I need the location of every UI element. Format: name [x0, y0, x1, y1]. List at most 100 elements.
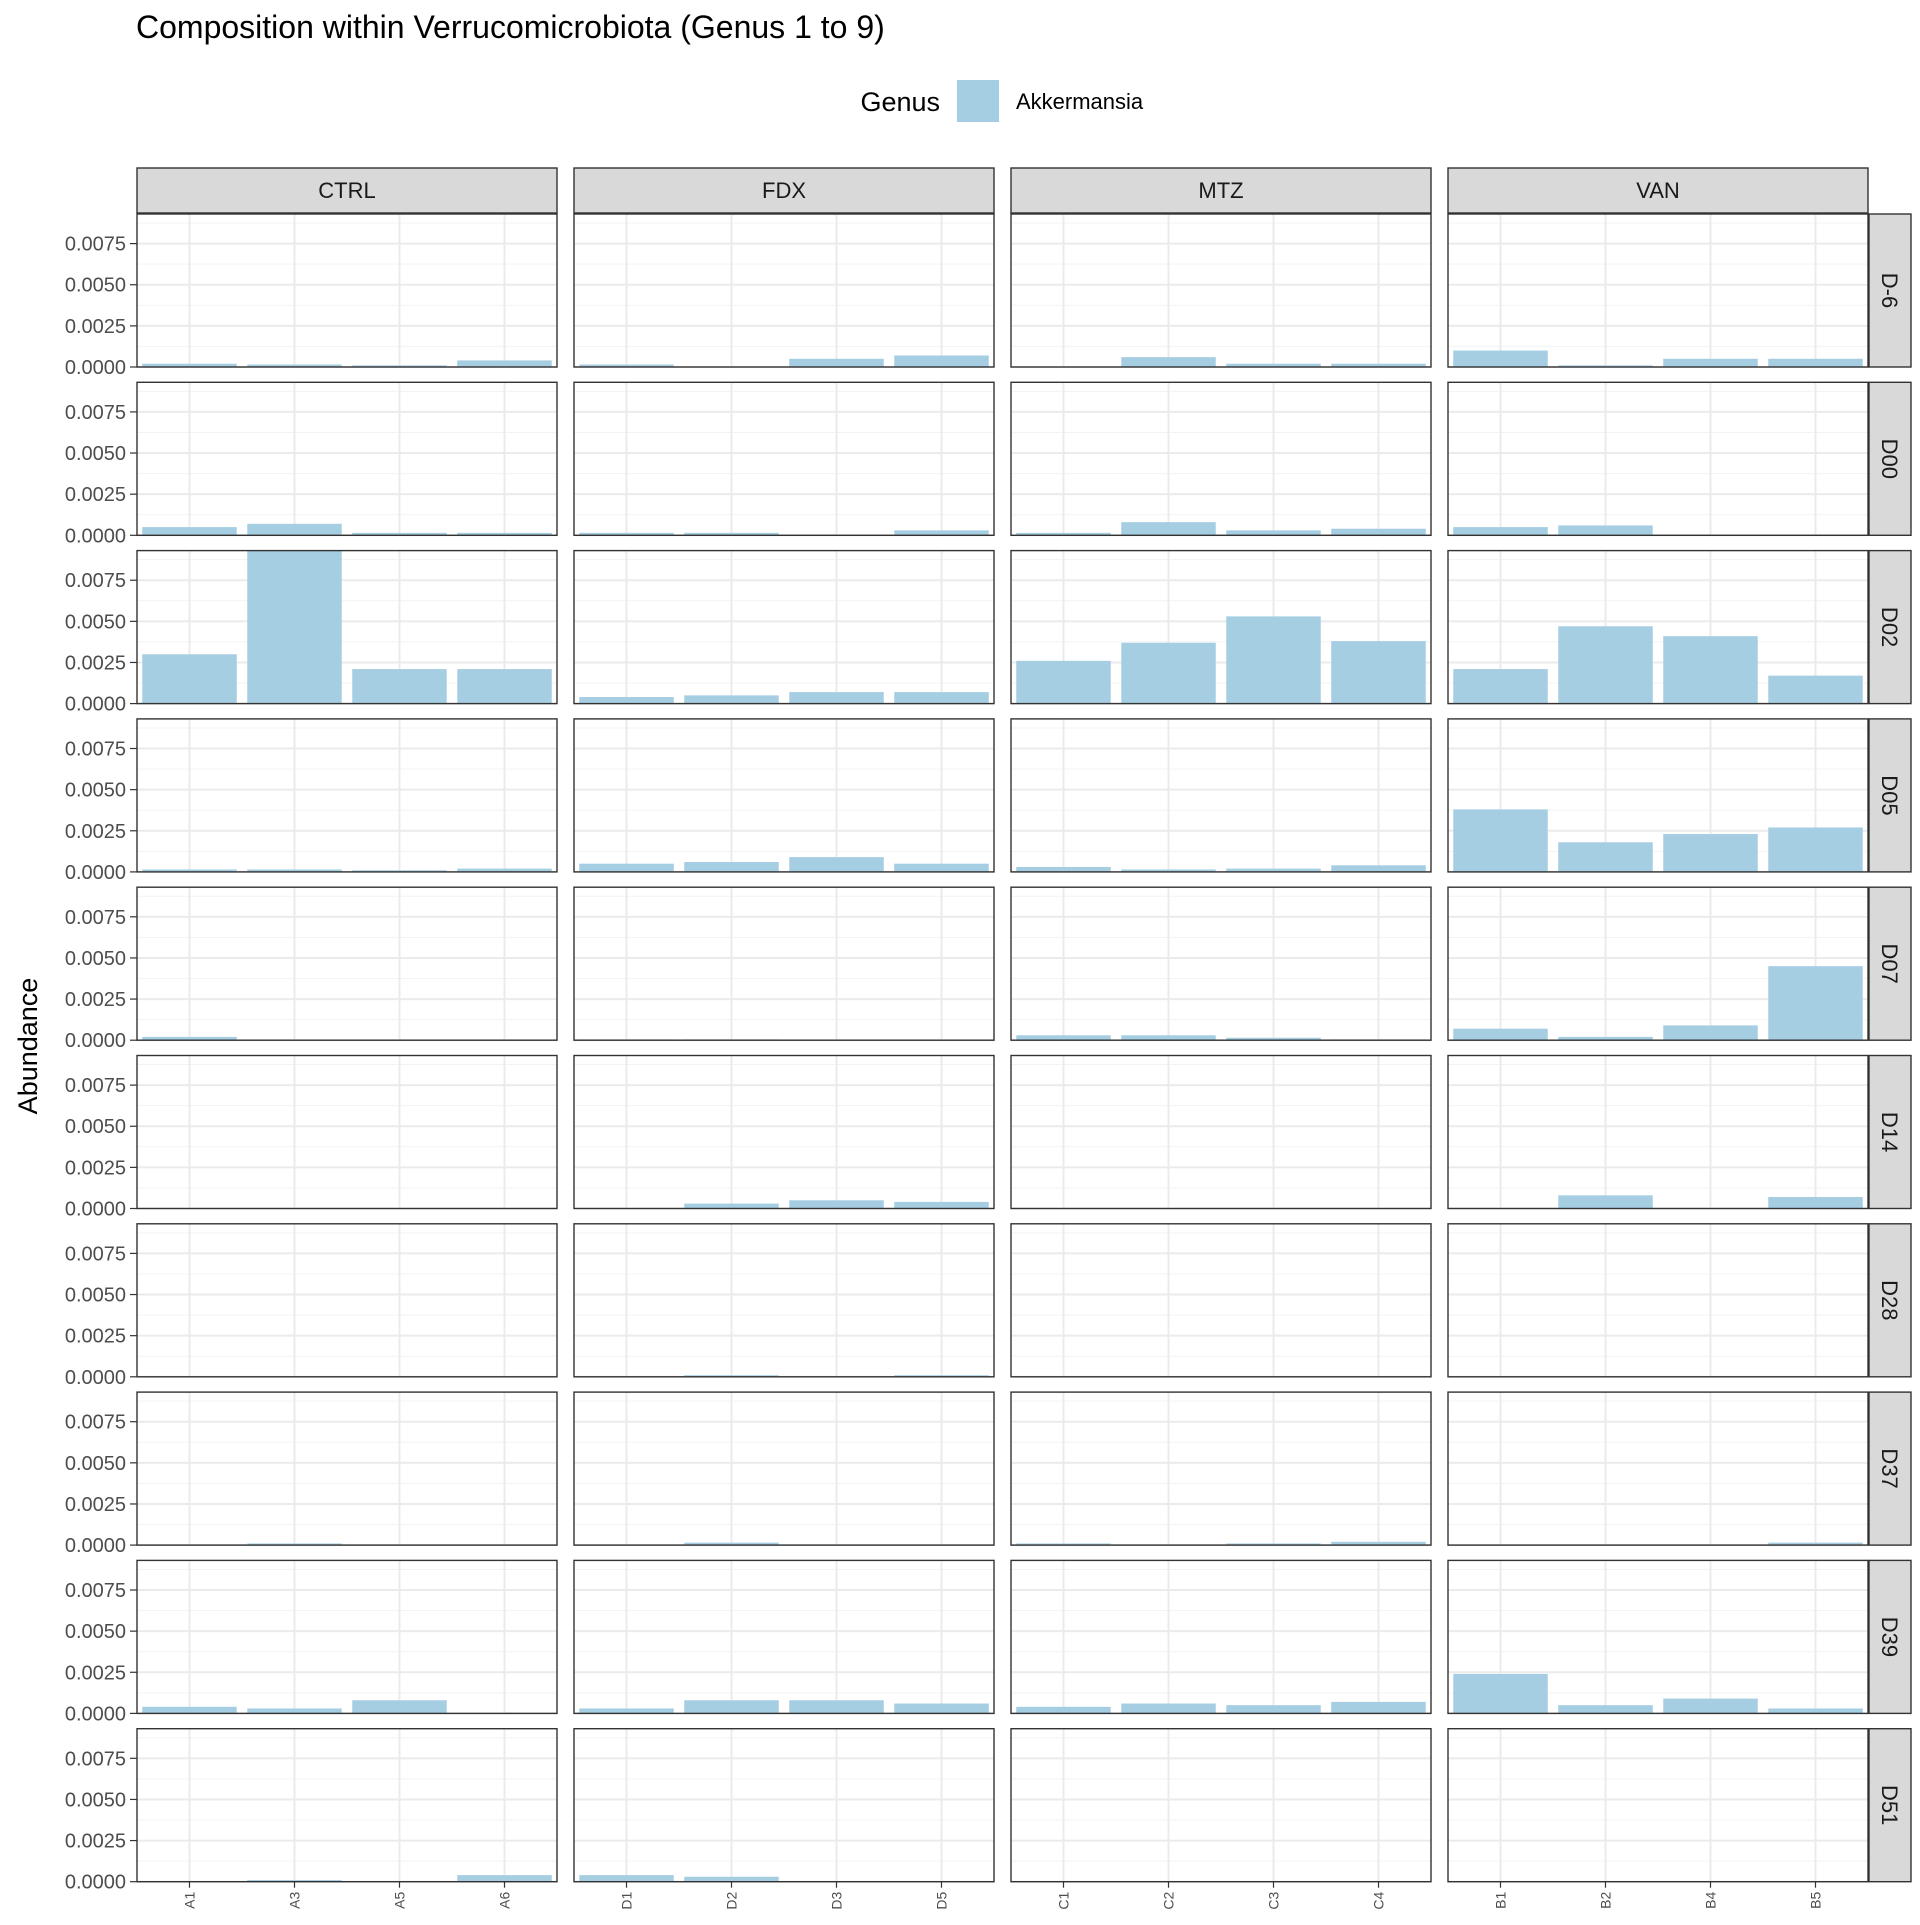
row-label-d07: D07: [1877, 944, 1902, 984]
bar-d02-d1: [579, 697, 674, 704]
y-tick-label: 0.0025: [65, 989, 126, 1011]
panel-border: [136, 718, 558, 873]
panel-border: [1010, 886, 1432, 1041]
bar-d6-b1: [1453, 350, 1548, 367]
row-label-d14: D14: [1877, 1112, 1902, 1152]
y-tick-label: 0.0075: [65, 1412, 126, 1434]
x-tick-label: C3: [1266, 1891, 1282, 1909]
x-tick-label: C4: [1371, 1891, 1387, 1909]
panel-bg: [1448, 1055, 1868, 1209]
facet-label-mtz: MTZ: [1198, 178, 1243, 203]
panel-border: [136, 381, 558, 536]
panel-border: [1447, 1727, 1869, 1883]
y-tick-label: 0.0050: [65, 1453, 126, 1475]
panel-bg: [574, 214, 994, 367]
bar-d14-d5: [894, 1201, 989, 1209]
y-tick-label: 0.0050: [65, 443, 126, 465]
panel-bg: [574, 550, 994, 704]
bar-d6-a1: [142, 363, 237, 367]
panel-bg: [137, 214, 557, 367]
bar-d07-c1: [1016, 1035, 1111, 1041]
panel-bg: [137, 1392, 557, 1546]
panel-border: [1447, 381, 1869, 536]
y-tick-label: 0.0025: [65, 1831, 126, 1853]
panel-border: [1447, 1223, 1869, 1378]
panel-bg: [574, 382, 994, 536]
bar-d51-a6: [457, 1875, 552, 1882]
panel-bg: [137, 382, 557, 536]
bar-d39-c2: [1121, 1703, 1216, 1714]
bar-d37-d2: [684, 1542, 779, 1546]
bar-d05-b5: [1768, 827, 1863, 872]
panel-border: [1010, 1223, 1432, 1378]
y-tick-label: 0.0025: [65, 1662, 126, 1684]
panel-border: [136, 1054, 558, 1210]
panel-border: [573, 1054, 995, 1210]
panel-border: [573, 381, 995, 536]
y-tick-label: 0.0025: [65, 1326, 126, 1348]
panel-border: [573, 886, 995, 1041]
panel-bg: [574, 887, 994, 1041]
panel-border: [136, 213, 558, 368]
panel-border: [573, 1727, 995, 1883]
bar-d07-c2: [1121, 1035, 1216, 1041]
panel-bg: [137, 1728, 557, 1882]
panel-bg: [1448, 1728, 1868, 1882]
y-tick-label: 0.0000: [65, 1199, 126, 1221]
panel-border: [1447, 718, 1869, 873]
bar-d02-a1: [142, 654, 237, 704]
x-tick-label: D1: [619, 1891, 635, 1909]
bar-d6-a6: [457, 360, 552, 367]
bar-d05-c4: [1331, 865, 1426, 872]
panel-border: [573, 213, 995, 368]
panel-bg: [574, 718, 994, 872]
row-strip-d00: [1868, 381, 1912, 536]
bar-d6-c4: [1331, 363, 1426, 367]
x-tick-label: D3: [829, 1891, 845, 1909]
bar-d02-b1: [1453, 669, 1548, 704]
bar-d05-c3: [1226, 868, 1321, 872]
facet-label-van: VAN: [1636, 178, 1680, 203]
panel-bg: [137, 1223, 557, 1377]
bar-d14-b5: [1768, 1196, 1863, 1209]
x-tick-label: A6: [497, 1891, 513, 1908]
bar-d39-d2: [684, 1700, 779, 1714]
bar-d00-c4: [1331, 528, 1426, 536]
panel-bg: [574, 1392, 994, 1546]
bar-d39-d1: [579, 1708, 674, 1714]
legend-swatch: [957, 80, 999, 122]
panel-border: [1010, 1727, 1432, 1883]
panel-bg: [574, 1223, 994, 1377]
bar-d6-a3: [247, 364, 342, 367]
bar-d39-c1: [1016, 1706, 1111, 1714]
panel-border: [1447, 549, 1869, 705]
panel-bg: [1011, 1728, 1431, 1882]
bar-d28-d2: [684, 1375, 779, 1377]
y-tick-label: 0.0050: [65, 1789, 126, 1811]
y-tick-label: 0.0075: [65, 739, 126, 761]
bar-d00-a5: [352, 532, 447, 536]
bar-d05-a5: [352, 870, 447, 872]
y-tick-label: 0.0075: [65, 402, 126, 424]
panel-border: [1447, 1391, 1869, 1546]
panel-border: [136, 1391, 558, 1546]
row-strip-d39: [1868, 1559, 1912, 1715]
bar-d05-b4: [1663, 834, 1758, 872]
panel-border: [1010, 1559, 1432, 1715]
facet-label-ctrl: CTRL: [318, 178, 375, 203]
panel-border: [1010, 718, 1432, 873]
x-tick-label: B2: [1598, 1891, 1614, 1908]
bar-d00-d5: [894, 530, 989, 536]
x-tick-label: A5: [392, 1891, 408, 1908]
y-tick-label: 0.0050: [65, 948, 126, 970]
row-label-d51: D51: [1877, 1785, 1902, 1825]
bar-d05-b2: [1558, 842, 1653, 872]
bar-d02-d5: [894, 692, 989, 704]
y-tick-label: 0.0075: [65, 234, 126, 256]
y-tick-label: 0.0025: [65, 316, 126, 338]
y-tick-label: 0.0000: [65, 525, 126, 547]
panel-bg: [137, 718, 557, 872]
bar-d02-c3: [1226, 616, 1321, 704]
bar-d05-b1: [1453, 809, 1548, 872]
